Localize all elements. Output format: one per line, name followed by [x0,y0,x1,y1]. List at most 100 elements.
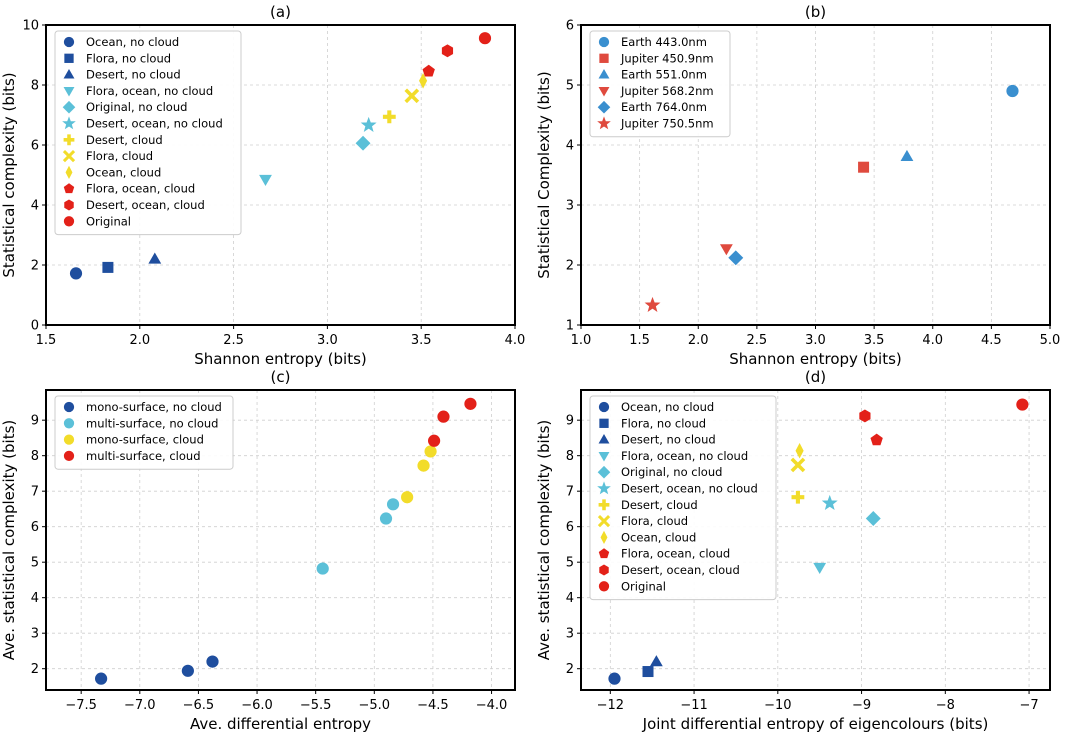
x-tick-label: 1.0 [571,333,592,348]
x-axis-label: Ave. differential entropy [190,715,371,733]
y-axis-label: Ave. statistical complexity (bits) [535,420,553,661]
y-axis-label: Statistical Complexity (bits) [535,71,553,278]
legend-box [54,395,234,470]
y-tick-label: 5 [566,79,574,94]
data-point-multi-surface-no-cloud [386,498,400,511]
x-tick-label: 4.0 [922,333,943,348]
data-point-flora-cloud [790,457,806,473]
legend-marker-flora-ocean-cloud [598,548,610,559]
y-tick-label: 7 [31,485,39,500]
x-tick-label: −11 [680,698,707,713]
y-tick-label: 4 [566,139,574,154]
x-tick-label: −7 [1019,698,1038,713]
legend-label-desert-ocean-no-cloud: Desert, ocean, no cloud [86,117,223,131]
legend-marker-flora-no-cloud [599,418,609,428]
legend-marker-mono-surface-cloud [63,434,75,445]
y-tick-label: 3 [31,627,39,642]
legend: Ocean, no cloud Flora, no cloud Desert, no… [589,395,777,601]
plot-frame [45,24,516,326]
chart-title: (a) [270,3,291,21]
x-tick-label: 5.0 [1040,333,1061,348]
x-tick-label: −6.5 [183,698,215,713]
legend-label-desert-cloud: Desert, cloud [86,133,163,147]
legend-label-flora-ocean-no-cloud: Flora, ocean, no cloud [86,84,213,98]
data-point-original [478,32,492,45]
x-axis-label: Joint differential entropy of eigencolou… [642,715,989,733]
x-tick-label: −9 [852,698,871,713]
x-tick-label: 1.5 [629,333,650,348]
legend-marker-multi-surface-no-cloud [63,418,75,429]
chart-title: (b) [805,3,826,21]
legend-label-earth-443-0nm: Earth 443.0nm [621,35,707,49]
x-tick-label: −7.5 [65,698,97,713]
data-point-multi-surface-cloud [427,434,441,447]
legend-label-flora-ocean-cloud: Flora, ocean, cloud [86,182,195,196]
legend-label-original: Original [86,214,131,228]
y-tick-label: 6 [31,520,39,535]
y-tick-label: 2 [566,259,574,274]
legend-marker-desert-no-cloud [63,69,75,79]
legend: Ocean, no cloud Flora, no cloud Desert, no… [54,30,242,236]
legend-marker-desert-cloud [63,134,75,146]
data-point-ocean-cloud [795,442,804,459]
legend-marker-jupiter-450-9nm [599,53,609,63]
x-tick-label: 3.0 [805,333,826,348]
data-point-multi-surface-cloud [464,397,477,410]
legend-marker-desert-ocean-cloud [64,199,74,211]
legend-marker-desert-no-cloud [598,434,610,444]
legend-marker-flora-cloud [597,514,611,528]
data-point-flora-ocean-no-cloud [813,562,827,575]
y-tick-label: 3 [566,627,574,642]
legend-marker-jupiter-750-5nm [597,116,611,130]
legend-label-flora-no-cloud: Flora, no cloud [86,51,171,65]
legend-marker-ocean-cloud [65,165,73,180]
legend-marker-desert-cloud [598,499,610,511]
legend-marker-earth-764-0nm [597,100,611,114]
legend-marker-flora-ocean-no-cloud [63,87,75,97]
legend-marker-original [63,216,75,227]
data-point-multi-surface-no-cloud [379,512,393,525]
y-tick-label: 3 [566,199,574,214]
y-tick-label: 2 [566,662,574,677]
legend-label-original-no-cloud: Original, no cloud [86,100,187,114]
legend-marker-jupiter-568-2nm [598,87,610,97]
data-point-original-no-cloud [355,135,371,151]
data-point-earth-551-0nm [900,149,914,162]
x-tick-label: −4.5 [417,698,449,713]
legend-label-mono-surface-no-cloud: mono-surface, no cloud [86,400,222,414]
legend-marker-earth-443-0nm [598,36,610,48]
x-tick-label: 3.0 [317,333,338,348]
data-point-mono-surface-cloud [424,445,437,458]
data-point-flora-ocean-no-cloud [259,174,272,187]
legend-label-desert-no-cloud: Desert, no cloud [86,68,181,82]
data-point-flora-ocean-cloud [422,64,435,77]
data-point-mono-surface-cloud [417,459,430,472]
y-tick-label: 1 [566,319,574,334]
data-point-desert-cloud [791,490,805,504]
y-tick-label: 9 [31,414,39,429]
legend-label-jupiter-568-2nm: Jupiter 568.2nm [620,84,714,98]
x-tick-label: −4.0 [476,698,508,713]
data-point-desert-ocean-cloud [441,44,454,58]
plot-frame [580,24,1051,326]
legend-label-multi-surface-cloud: multi-surface, cloud [86,449,201,463]
y-tick-label: 0 [31,319,39,334]
y-tick-label: 4 [566,591,574,606]
chart-panel-b: 1.0 1.5 2.0 2.5 3.0 3.5 4.0 4.5 5.0 1 2 3 4 5 6 (b) Shan… [535,3,1060,368]
x-tick-label: −6.0 [241,698,273,713]
y-tick-label: 4 [31,591,39,606]
y-tick-label: 6 [566,520,574,535]
data-point-ocean-no-cloud [69,267,83,280]
chart-title: (d) [805,368,826,386]
data-point-desert-ocean-no-cloud [821,494,838,511]
legend-marker-multi-surface-cloud [63,450,75,462]
y-tick-label: 8 [31,79,39,94]
chart-panel-a: 1.5 2.0 2.5 3.0 3.5 4.0 0 2 4 6 8 10 (a) Shannon entr… [0,3,525,368]
data-point-flora-cloud [404,88,420,104]
legend-box [589,395,777,601]
x-tick-label: 1.5 [36,333,57,348]
legend-marker-mono-surface-no-cloud [63,401,75,413]
x-tick-label: 4.0 [505,333,526,348]
x-tick-label: 2.5 [223,333,244,348]
